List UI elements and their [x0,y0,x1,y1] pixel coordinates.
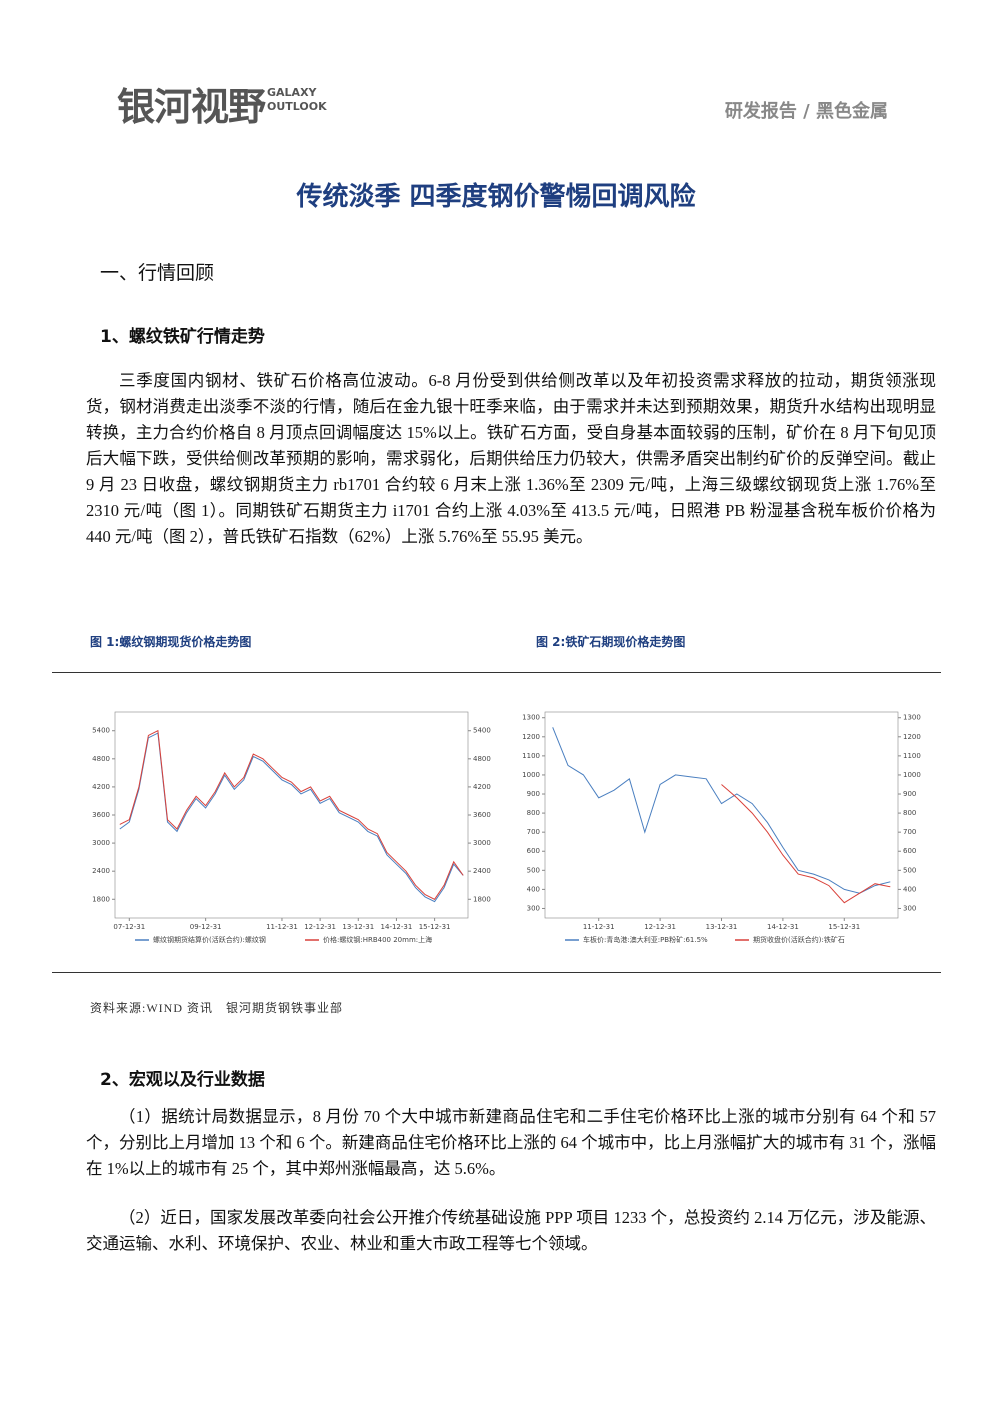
plot-frame [544,711,899,919]
x-tick-label: 14-12-31 [767,923,799,931]
y2-tick-label: 400 [903,885,916,893]
x-tick-label: 13-12-31 [342,923,374,931]
y-tick-label: 1100 [522,752,540,760]
y2-tick-label: 2400 [473,867,491,875]
y-tick-label: 900 [527,790,540,798]
x-tick-label: 15-12-31 [828,923,860,931]
x-tick-label: 11-12-31 [266,923,298,931]
x-tick-label: 12-12-31 [304,923,336,931]
paragraph: （1）据统计局数据显示，8 月份 70 个大中城市新建商品住宅和二手住宅价格环比… [86,1107,936,1178]
figure-caption: 图 1:螺纹钢期现货价格走势图 [90,635,252,649]
y-tick-label: 5400 [92,727,110,735]
y2-tick-label: 5400 [473,727,491,735]
y-tick-label: 500 [527,866,540,874]
y-tick-label: 3000 [92,839,110,847]
y2-tick-label: 300 [903,904,916,912]
y2-tick-label: 3000 [473,839,491,847]
legend-label: 期货收盘价(活跃合约):铁矿石 [753,935,845,944]
y-tick-label: 1200 [522,733,540,741]
y-tick-label: 2400 [92,867,110,875]
y-tick-label: 4800 [92,755,110,763]
rule [52,972,941,973]
report-category: 研发报告 / 黑色金属 [724,101,888,122]
legend-label: 车板价:青岛港:澳大利亚:PB粉矿:61.5% [583,935,708,944]
section-heading: 一、行情回顾 [100,262,215,284]
x-tick-label: 11-12-31 [583,923,615,931]
title: 传统淡季 四季度钢价警惕回调风险 [296,182,696,212]
y-tick-label: 1300 [522,714,540,722]
y-tick-label: 300 [527,904,540,912]
y2-tick-label: 1200 [903,733,921,741]
y2-tick-label: 1100 [903,752,921,760]
subheading: 2、宏观以及行业数据 [100,1070,265,1090]
y-tick-label: 400 [527,885,540,893]
x-tick-label: 07-12-31 [113,923,145,931]
y-tick-label: 1800 [92,895,110,903]
y2-tick-label: 1000 [903,771,921,779]
y2-tick-label: 500 [903,866,916,874]
legend-label: 价格:螺纹钢:HRB400 20mm:上海 [323,935,432,944]
y2-tick-label: 800 [903,809,916,817]
series-line [119,729,464,900]
y-tick-label: 4200 [92,783,110,791]
x-tick-label: 14-12-31 [381,923,413,931]
y-tick-label: 1000 [522,771,540,779]
y-tick-label: 800 [527,809,540,817]
rule [52,672,941,673]
figure-caption: 图 2:铁矿石期现价格走势图 [536,635,686,649]
chart: 300 300 400 400 500 500 600 600 700 700 800 800 900 9… [522,711,921,944]
x-tick-label: 13-12-31 [706,923,738,931]
series-line [552,727,891,894]
legend-label: 螺纹钢期货结算价(活跃合约):螺纹钢 [153,935,266,944]
chart: 1800 1800 2400 2400 3000 3000 3600 3600 4200 4200… [92,711,491,944]
paragraph: （2）近日，国家发展改革委向社会公开推介传统基础设施 PPP 项目 1233 个… [86,1208,936,1253]
y-tick-label: 700 [527,828,540,836]
paragraph: 三季度国内钢材、铁矿石价格高位波动。6-8 月份受到供给侧改革以及年初投资需求释… [86,371,936,546]
y2-tick-label: 900 [903,790,916,798]
x-tick-label: 12-12-31 [644,923,676,931]
y2-tick-label: 600 [903,847,916,855]
y2-tick-label: 1800 [473,895,491,903]
subheading: 1、螺纹铁矿行情走势 [100,327,265,347]
y2-tick-label: 700 [903,828,916,836]
x-tick-label: 15-12-31 [419,923,451,931]
series-line [119,732,464,903]
y2-tick-label: 3600 [473,811,491,819]
y-tick-label: 3600 [92,811,110,819]
logo-en: GALAXY [267,86,317,99]
y2-tick-label: 1300 [903,714,921,722]
logo-en: OUTLOOK [267,100,327,113]
y2-tick-label: 4800 [473,755,491,763]
x-tick-label: 09-12-31 [190,923,222,931]
logo: 银河视野 [117,85,266,129]
series-line [721,784,891,904]
source: 资料来源:WIND 资讯 银河期货钢铁事业部 [90,1001,343,1015]
y-tick-label: 600 [527,847,540,855]
y2-tick-label: 4200 [473,783,491,791]
